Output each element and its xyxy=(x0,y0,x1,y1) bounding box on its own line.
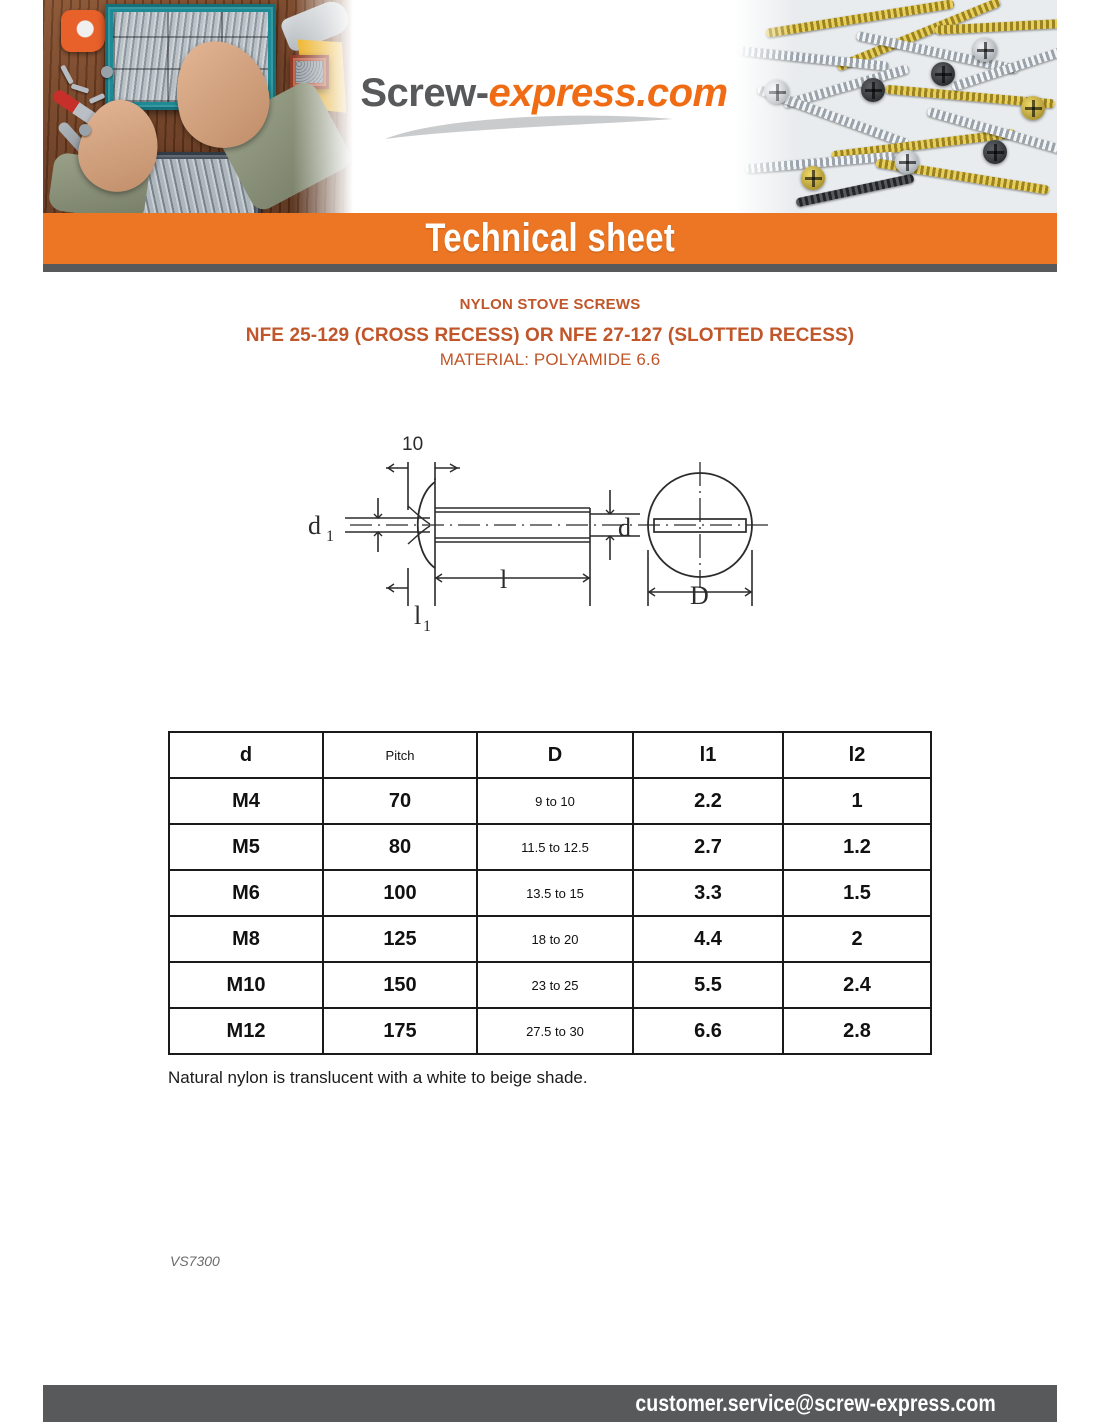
screw-dimension-drawing: d 1 10 l 1 l d D xyxy=(290,410,790,650)
table-row: M8 125 18 to 20 4.4 2 xyxy=(168,915,932,963)
title-block: NYLON STOVE SCREWS NFE 25-129 (CROSS REC… xyxy=(43,296,1057,370)
screw-head xyxy=(973,38,997,62)
photo-edge-fade xyxy=(735,0,795,213)
technical-sheet-banner: Technical sheet xyxy=(43,213,1057,264)
screw xyxy=(950,45,1057,92)
cell-l1: 6.6 xyxy=(632,1007,784,1055)
footer-bar: customer.service@screw-express.com xyxy=(43,1385,1057,1422)
table-header-row: d Pitch D l1 l2 xyxy=(168,731,932,779)
contact-email[interactable]: customer.service@screw-express.com xyxy=(635,1390,996,1416)
cell-l2: 2.4 xyxy=(782,961,932,1009)
table-row: M5 80 11.5 to 12.5 2.7 1.2 xyxy=(168,823,932,871)
cell-D: 23 to 25 xyxy=(476,961,634,1009)
cell-d: M12 xyxy=(168,1007,324,1055)
header-photo-left xyxy=(43,0,353,213)
table-row: M12 175 27.5 to 30 6.6 2.8 xyxy=(168,1007,932,1055)
logo-text-secondary: express.com xyxy=(488,70,729,115)
cell-d: M5 xyxy=(168,823,324,871)
column-header-d: d xyxy=(168,731,324,779)
label-l1: l xyxy=(414,601,421,630)
cell-pitch: 150 xyxy=(322,961,478,1009)
material-name: MATERIAL: POLYAMIDE 6.6 xyxy=(439,350,661,369)
cell-D: 11.5 to 12.5 xyxy=(476,823,634,871)
cell-pitch: 125 xyxy=(322,915,478,963)
header-band: Screw-express.com xyxy=(43,0,1057,213)
screw-head xyxy=(861,78,885,102)
screw-pile-background xyxy=(735,0,1057,213)
cell-pitch: 70 xyxy=(322,777,478,825)
screw-head xyxy=(931,62,955,86)
cell-l1: 2.2 xyxy=(632,777,784,825)
column-header-D: D xyxy=(476,731,634,779)
cell-l1: 4.4 xyxy=(632,915,784,963)
loose-washer xyxy=(101,66,113,78)
logo-text-primary: Screw- xyxy=(360,70,489,115)
table-row: M4 70 9 to 10 2.2 1 xyxy=(168,777,932,825)
cell-d: M4 xyxy=(168,777,324,825)
product-name: NYLON STOVE SCREWS xyxy=(459,296,641,313)
screw-head xyxy=(801,166,825,190)
specification-table: d Pitch D l1 l2 M4 70 9 to 10 2.2 1 M5 8… xyxy=(168,731,932,1055)
cell-pitch: 100 xyxy=(322,869,478,917)
cell-l2: 2.8 xyxy=(782,1007,932,1055)
standard-name: NFE 25-129 (CROSS RECESS) OR NFE 27-127 … xyxy=(245,325,855,346)
swoosh-underline-icon xyxy=(385,115,673,139)
cell-l2: 1 xyxy=(782,777,932,825)
table-row: M6 100 13.5 to 15 3.3 1.5 xyxy=(168,869,932,917)
label-l1-subscript: 1 xyxy=(423,618,431,635)
material-note: Natural nylon is translucent with a whit… xyxy=(168,1068,588,1087)
loose-washer xyxy=(79,124,91,136)
cell-l2: 1.2 xyxy=(782,823,932,871)
label-l: l xyxy=(500,565,507,594)
cell-D: 9 to 10 xyxy=(476,777,634,825)
screw-head xyxy=(1021,96,1045,120)
label-d1: d xyxy=(308,511,321,540)
label-10: 10 xyxy=(402,434,423,455)
site-logo[interactable]: Screw-express.com xyxy=(353,0,735,213)
cell-l1: 3.3 xyxy=(632,869,784,917)
cell-D: 13.5 to 15 xyxy=(476,869,634,917)
cell-D: 18 to 20 xyxy=(476,915,634,963)
header-photo-right xyxy=(735,0,1057,213)
cell-pitch: 175 xyxy=(322,1007,478,1055)
screw-head xyxy=(983,140,1007,164)
cell-d: M6 xyxy=(168,869,324,917)
cell-l1: 2.7 xyxy=(632,823,784,871)
cell-l2: 2 xyxy=(782,915,932,963)
label-d: d xyxy=(618,513,631,542)
tape-measure-icon xyxy=(61,10,105,52)
label-d1-subscript: 1 xyxy=(326,528,334,545)
photo-edge-fade xyxy=(293,0,353,213)
cell-d: M8 xyxy=(168,915,324,963)
column-header-l2: l2 xyxy=(782,731,932,779)
column-header-l1: l1 xyxy=(632,731,784,779)
screw-head xyxy=(895,150,919,174)
cell-l1: 5.5 xyxy=(632,961,784,1009)
cell-D: 27.5 to 30 xyxy=(476,1007,634,1055)
table-row: M10 150 23 to 25 5.5 2.4 xyxy=(168,961,932,1009)
cell-pitch: 80 xyxy=(322,823,478,871)
column-header-pitch: Pitch xyxy=(322,731,478,779)
banner-title: Technical sheet xyxy=(425,216,675,260)
cell-d: M10 xyxy=(168,961,324,1009)
label-D: D xyxy=(690,581,709,610)
cell-l2: 1.5 xyxy=(782,869,932,917)
document-reference: VS7300 xyxy=(170,1253,220,1269)
banner-underbar xyxy=(43,264,1057,272)
